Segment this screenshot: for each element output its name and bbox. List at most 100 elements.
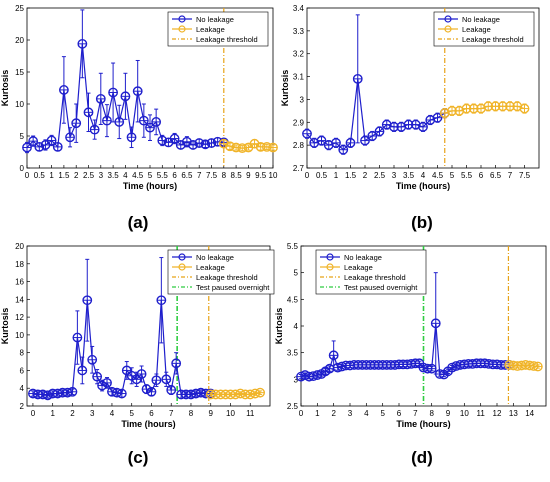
x-tick-label: 7 (169, 409, 174, 418)
y-tick-label: 3.3 (293, 27, 305, 36)
x-tick-label: 7.5 (519, 171, 531, 180)
panel-label: (b) (411, 213, 433, 232)
y-tick-label: 3 (294, 375, 299, 384)
x-tick-label: 6.5 (490, 171, 502, 180)
x-tick-label: 5 (129, 409, 134, 418)
y-tick-label: 4.5 (287, 295, 299, 304)
x-tick-label: 11 (477, 409, 486, 418)
legend-entry: Leakage threshold (196, 35, 258, 44)
x-tick-label: 12 (493, 409, 502, 418)
legend-entry: Leakage (462, 25, 491, 34)
y-tick-label: 5.5 (287, 242, 299, 251)
x-tick-label: 3 (348, 409, 353, 418)
legend-marker (326, 263, 334, 271)
x-tick-label: 7 (197, 171, 202, 180)
x-tick-label: 2 (70, 409, 75, 418)
legend-entry: Leakage threshold (344, 273, 406, 282)
x-tick-label: 7 (413, 409, 418, 418)
y-tick-label: 5 (294, 269, 299, 278)
x-tick-label: 9 (246, 171, 251, 180)
x-tick-label: 2 (363, 171, 368, 180)
x-tick-label: 1 (315, 409, 320, 418)
x-tick-label: 0.5 (34, 171, 46, 180)
plot-area (26, 245, 271, 407)
legend-marker (326, 253, 334, 261)
x-tick-label: 4 (364, 409, 369, 418)
y-tick-label: 3 (300, 95, 305, 104)
y-tick-label: 3.5 (287, 349, 299, 358)
x-tick-label: 8 (429, 409, 434, 418)
series-leakage (205, 387, 266, 400)
legend-entry: No leakage (196, 253, 234, 262)
x-tick-label: 9 (446, 409, 451, 418)
x-tick-label: 4.5 (432, 171, 444, 180)
legend-marker (444, 25, 452, 33)
x-tick-label: 0 (305, 171, 310, 180)
y-tick-label: 6 (20, 366, 25, 375)
panel-label: (c) (128, 448, 149, 467)
x-tick-label: 3 (99, 171, 104, 180)
y-tick-label: 8 (20, 349, 25, 358)
series-leakage (218, 138, 278, 154)
x-tick-label: 3.5 (108, 171, 120, 180)
y-tick-label: 25 (15, 4, 24, 13)
x-tick-label: 1 (49, 171, 54, 180)
x-tick-label: 13 (509, 409, 518, 418)
x-tick-label: 5.5 (157, 171, 169, 180)
y-tick-label: 15 (15, 68, 24, 77)
legend-entry: Leakage threshold (196, 273, 258, 282)
x-tick-label: 7.5 (206, 171, 218, 180)
x-axis-label: Time (hours) (121, 419, 175, 429)
legend-marker (178, 25, 186, 33)
legend-entry: Leakage (344, 263, 373, 272)
x-axis-label: Time (hours) (123, 181, 177, 191)
x-tick-label: 2 (331, 409, 336, 418)
legend-marker (178, 253, 186, 261)
x-tick-label: 3.5 (403, 171, 415, 180)
legend-marker (178, 263, 186, 271)
x-tick-label: 3 (392, 171, 397, 180)
x-tick-label: 8.5 (231, 171, 243, 180)
y-axis-label: Kurtosis (0, 70, 10, 107)
legend-marker (444, 15, 452, 23)
legend-entry: No leakage (196, 15, 234, 24)
x-axis-label: Time (hours) (396, 181, 450, 191)
y-tick-label: 2.7 (293, 164, 305, 173)
x-tick-label: 1.5 (345, 171, 357, 180)
y-tick-label: 2.5 (287, 402, 299, 411)
y-tick-label: 3.4 (293, 4, 305, 13)
x-tick-label: 6 (149, 409, 154, 418)
chart-panel-1: 2.7 2.8 2.9 3 3.1 3.2 3.3 3.4 0 0.5 1 1.5 2 2.5 3 3.5 4 4… (280, 4, 540, 232)
panel-label: (a) (128, 213, 149, 232)
x-tick-label: 5.5 (461, 171, 473, 180)
y-tick-label: 2 (20, 402, 25, 411)
x-tick-label: 9 (209, 409, 214, 418)
y-tick-label: 10 (15, 100, 24, 109)
y-tick-label: 14 (15, 295, 24, 304)
x-tick-label: 4 (110, 409, 115, 418)
y-tick-label: 18 (15, 260, 24, 269)
chart-panel-3: 2.533.544.555.50 1 2 3 4 5 6 7 8 9 10 11 12 13 14Time … (274, 242, 547, 467)
y-axis-label: Kurtosis (280, 70, 290, 107)
legend-entry: No leakage (462, 15, 500, 24)
x-tick-label: 6 (172, 171, 177, 180)
series-leakage (439, 101, 530, 119)
x-tick-label: 1 (50, 409, 55, 418)
x-tick-label: 9.5 (255, 171, 267, 180)
chart-panel-0: 0 5 10 15 20 25 0 0.5 1 1.5 2 2.5 3 3.5 4 4.5 5 5.5 6 6.5 7 7… (0, 4, 278, 232)
legend-entry: Test paused overnight (196, 283, 270, 292)
x-tick-label: 8 (222, 171, 227, 180)
x-tick-label: 14 (525, 409, 534, 418)
x-tick-label: 1 (334, 171, 339, 180)
legend-entry: Test paused overnight (344, 283, 418, 292)
x-tick-label: 10 (269, 171, 278, 180)
legend-entry: Leakage (196, 25, 225, 34)
x-tick-label: 5 (380, 409, 385, 418)
x-tick-label: 10 (226, 409, 235, 418)
x-tick-label: 6.5 (181, 171, 193, 180)
y-tick-label: 3.2 (293, 50, 305, 59)
